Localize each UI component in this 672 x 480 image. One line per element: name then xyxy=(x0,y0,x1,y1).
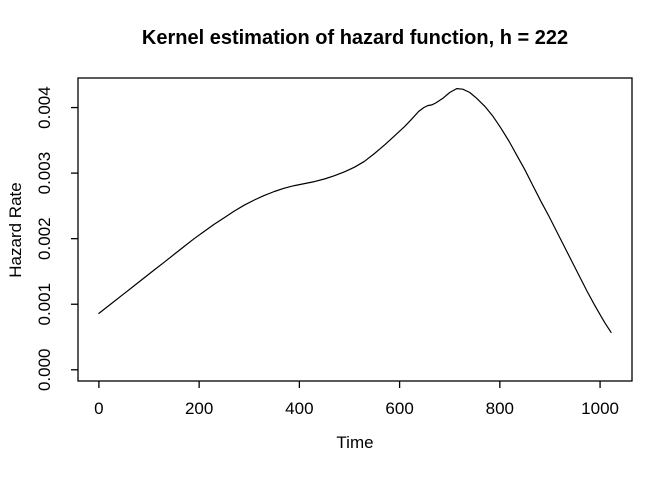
y-tick-label: 0.000 xyxy=(35,349,54,392)
y-tick-label: 0.004 xyxy=(35,86,54,129)
x-tick-label: 800 xyxy=(486,399,514,418)
x-tick-label: 600 xyxy=(385,399,413,418)
y-tick-label: 0.002 xyxy=(35,217,54,260)
x-tick-label: 400 xyxy=(285,399,313,418)
hazard-curve xyxy=(98,88,612,333)
y-tick-label: 0.003 xyxy=(35,152,54,195)
x-tick-label: 200 xyxy=(185,399,213,418)
y-axis-label: Hazard Rate xyxy=(6,182,25,278)
x-axis-label: Time xyxy=(336,433,374,452)
x-tick-label: 0 xyxy=(94,399,103,418)
x-tick-label: 1000 xyxy=(581,399,619,418)
plot-box xyxy=(77,77,633,382)
chart-title: Kernel estimation of hazard function, h … xyxy=(141,27,569,49)
y-tick-label: 0.001 xyxy=(35,283,54,326)
